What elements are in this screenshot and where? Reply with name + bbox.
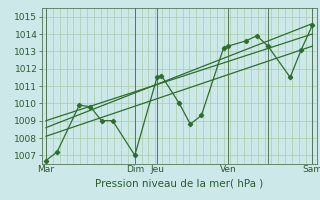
X-axis label: Pression niveau de la mer( hPa ): Pression niveau de la mer( hPa ) — [95, 179, 263, 189]
